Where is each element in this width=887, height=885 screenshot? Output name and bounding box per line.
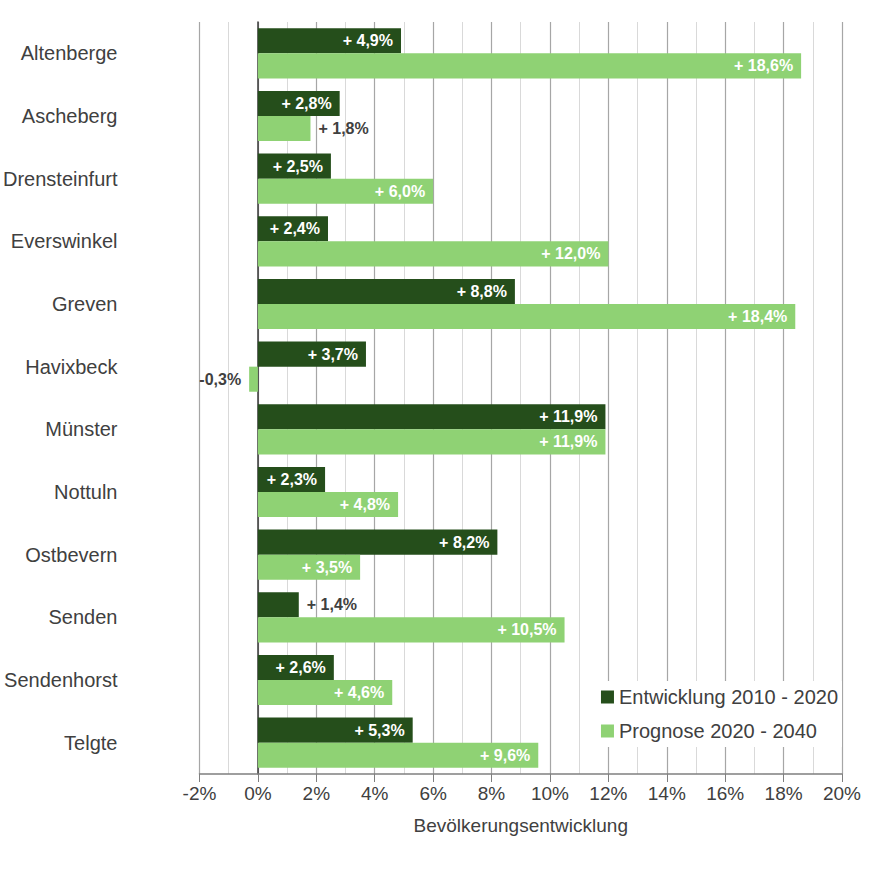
svg-text:8%: 8% [478, 783, 506, 804]
svg-text:+ 11,9%: + 11,9% [539, 433, 597, 450]
svg-text:Bevölkerungsentwicklung: Bevölkerungsentwicklung [414, 815, 628, 836]
svg-text:6%: 6% [419, 783, 447, 804]
svg-text:20%: 20% [823, 783, 861, 804]
svg-text:Sendenhorst: Sendenhorst [4, 669, 118, 691]
svg-text:+ 2,8%: + 2,8% [281, 95, 331, 112]
svg-text:0%: 0% [244, 783, 272, 804]
svg-text:Altenberge: Altenberge [21, 42, 118, 64]
svg-text:Nottuln: Nottuln [54, 481, 117, 503]
svg-text:Ostbevern: Ostbevern [25, 544, 117, 566]
svg-text:16%: 16% [706, 783, 744, 804]
svg-text:+ 18,6%: + 18,6% [734, 57, 793, 74]
svg-text:+ 18,4%: + 18,4% [728, 308, 787, 325]
svg-text:Prognose 2020 - 2040: Prognose 2020 - 2040 [619, 720, 817, 742]
svg-text:+ 11,9%: + 11,9% [539, 408, 597, 425]
svg-text:+ 5,3%: + 5,3% [354, 722, 404, 739]
svg-text:-0,3%: -0,3% [199, 371, 241, 388]
svg-text:-2%: -2% [183, 783, 217, 804]
svg-text:+ 1,4%: + 1,4% [307, 596, 357, 613]
svg-text:+ 2,6%: + 2,6% [276, 659, 326, 676]
svg-text:+ 6,0%: + 6,0% [375, 183, 425, 200]
svg-text:12%: 12% [589, 783, 627, 804]
svg-text:+ 2,5%: + 2,5% [273, 158, 323, 175]
svg-text:+ 4,9%: + 4,9% [343, 32, 393, 49]
svg-text:Drensteinfurt: Drensteinfurt [3, 168, 118, 190]
svg-text:18%: 18% [765, 783, 803, 804]
svg-text:+ 4,8%: + 4,8% [340, 496, 390, 513]
svg-text:14%: 14% [648, 783, 686, 804]
svg-text:+ 10,5%: + 10,5% [497, 621, 556, 638]
svg-text:+ 4,6%: + 4,6% [334, 684, 384, 701]
svg-text:Ascheberg: Ascheberg [22, 105, 118, 127]
svg-text:+ 8,8%: + 8,8% [457, 283, 507, 300]
svg-text:+ 9,6%: + 9,6% [480, 747, 530, 764]
svg-text:Senden: Senden [49, 606, 118, 628]
svg-text:Telgte: Telgte [64, 732, 117, 754]
svg-text:+ 12,0%: + 12,0% [541, 245, 600, 262]
svg-text:2%: 2% [303, 783, 331, 804]
svg-text:Havixbeck: Havixbeck [25, 356, 118, 378]
svg-text:+ 3,5%: + 3,5% [302, 559, 352, 576]
svg-text:+ 2,3%: + 2,3% [267, 471, 317, 488]
svg-text:Entwicklung 2010 - 2020: Entwicklung 2010 - 2020 [619, 686, 838, 708]
svg-text:+ 3,7%: + 3,7% [308, 346, 358, 363]
svg-text:+ 2,4%: + 2,4% [270, 220, 320, 237]
svg-text:Münster: Münster [45, 418, 118, 440]
svg-text:10%: 10% [531, 783, 569, 804]
svg-text:Greven: Greven [52, 293, 118, 315]
svg-text:+ 8,2%: + 8,2% [439, 534, 489, 551]
svg-text:Everswinkel: Everswinkel [11, 230, 118, 252]
svg-text:+ 1,8%: + 1,8% [318, 120, 368, 137]
svg-text:4%: 4% [361, 783, 389, 804]
